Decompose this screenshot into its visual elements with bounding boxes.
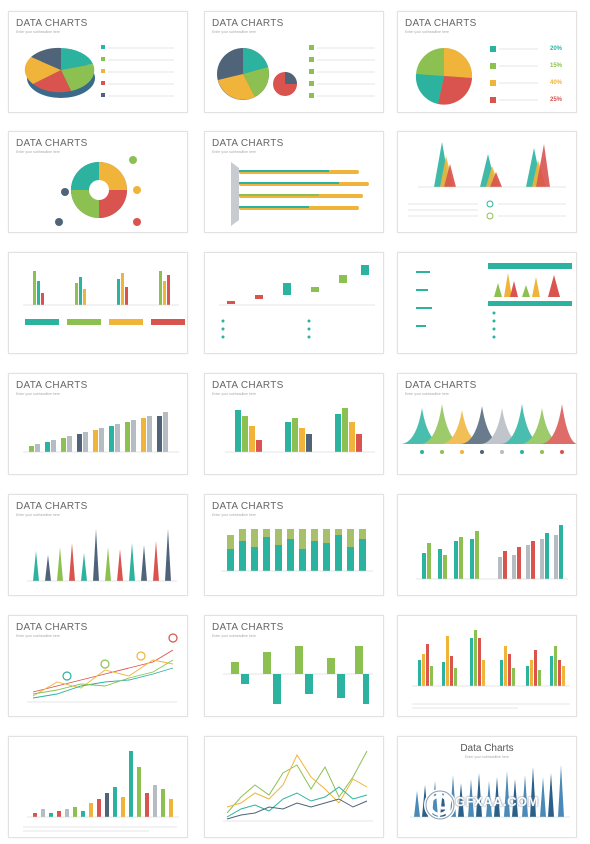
slide-title: DATA CHARTS xyxy=(212,501,284,512)
pie-checklist-graphic xyxy=(217,45,375,100)
donut-icons-graphic xyxy=(55,156,141,226)
slide-line-with-markers[interactable]: DATA CHARTS Enter your subheadline here xyxy=(8,615,188,717)
percent-label: 40% xyxy=(550,80,563,86)
slide-title: DATA CHARTS xyxy=(212,622,284,633)
pie-percent-graphic xyxy=(415,46,538,105)
mountain-graphic xyxy=(400,404,576,454)
cylinder-bars-graphic xyxy=(231,162,369,226)
slide-subtitle: Enter your subheadline here xyxy=(405,392,449,396)
slide-title: DATA CHARTS xyxy=(16,380,88,391)
slide-title: DATA CHARTS xyxy=(212,18,284,29)
bars-labels-graphic xyxy=(23,271,185,325)
slide-dashboard-combo[interactable] xyxy=(397,252,577,354)
waterfall-graphic xyxy=(219,265,375,339)
slide-peak-chart[interactable] xyxy=(397,131,577,233)
slide-title: DATA CHARTS xyxy=(16,138,88,149)
slide-3d-pie[interactable]: DATA CHARTS Enter your subheadline here xyxy=(8,11,188,113)
percent-label: 25% xyxy=(550,97,563,103)
slide-varied-bars[interactable] xyxy=(8,736,188,838)
slide-subtitle: Enter your subheadline here xyxy=(405,30,449,34)
slide-subtitle: Enter your subheadline here xyxy=(16,392,60,396)
slide-multi-line[interactable] xyxy=(204,736,384,838)
peak-chart-graphic xyxy=(408,142,566,220)
slide-title: DATA CHARTS xyxy=(405,380,477,391)
slide-title: DATA CHARTS xyxy=(16,622,88,633)
slide-subtitle: Enter your subheadline here xyxy=(212,513,256,517)
centered-title: Data Charts xyxy=(460,743,514,754)
centered-spikes-graphic xyxy=(410,765,570,818)
grouped-bars-graphic xyxy=(225,408,375,453)
slide-stacked-columns[interactable]: DATA CHARTS Enter your subheadline here xyxy=(204,494,384,596)
watermark-text: GFXAA.COM xyxy=(455,794,539,809)
slide-subtitle: Enter your subheadline here xyxy=(16,150,60,154)
slide-title: DATA CHARTS xyxy=(405,18,477,29)
stacked-columns-graphic xyxy=(221,529,373,572)
multi-line-graphic xyxy=(223,750,373,822)
slide-subtitle: Enter your subheadline here xyxy=(212,150,256,154)
slide-donut-with-icons[interactable]: DATA CHARTS Enter your subheadline here xyxy=(8,131,188,233)
watermark: GFXAA.COM xyxy=(423,786,563,824)
centered-subtitle: Enter your subheadline here xyxy=(465,755,509,759)
watermark-logo-icon xyxy=(424,789,456,821)
slide-subtitle: Enter your subheadline here xyxy=(16,513,60,517)
dashboard-combo-graphic xyxy=(416,263,572,339)
slide-title: DATA CHARTS xyxy=(16,18,88,29)
slide-bars-with-labels[interactable] xyxy=(8,252,188,354)
rising-bars-graphic xyxy=(23,412,179,453)
slide-positive-negative-bars[interactable]: DATA CHARTS Enter your subheadline here xyxy=(204,615,384,717)
varied-bars-graphic xyxy=(23,751,179,832)
percent-label: 20% xyxy=(550,46,563,52)
slide-multi-bar-groups[interactable] xyxy=(397,615,577,717)
slide-waterfall[interactable] xyxy=(204,252,384,354)
slide-centered-spikes[interactable]: Data Charts Enter your subheadline here xyxy=(397,736,577,838)
slide-spike-columns[interactable]: DATA CHARTS Enter your subheadline here xyxy=(8,494,188,596)
dual-bar-graphic xyxy=(416,525,568,580)
slide-pie-with-percents[interactable]: DATA CHARTS Enter your subheadline here … xyxy=(397,11,577,113)
slide-title: DATA CHARTS xyxy=(212,138,284,149)
slide-mountain-chart[interactable]: DATA CHARTS Enter your subheadline here xyxy=(397,373,577,475)
slide-title: DATA CHARTS xyxy=(212,380,284,391)
pie-3d-graphic xyxy=(24,45,174,98)
slide-subtitle: Enter your subheadline here xyxy=(16,634,60,638)
slide-dual-bar-groups[interactable] xyxy=(397,494,577,596)
slide-subtitle: Enter your subheadline here xyxy=(212,30,256,34)
percent-label: 15% xyxy=(550,63,563,69)
slide-title: DATA CHARTS xyxy=(16,501,88,512)
slide-horizontal-cylinder-bars[interactable]: DATA CHARTS Enter your subheadline here xyxy=(204,131,384,233)
pos-neg-bars-graphic xyxy=(223,646,373,704)
spike-columns-graphic xyxy=(27,529,177,582)
multi-bar-graphic xyxy=(412,630,570,709)
slide-subtitle: Enter your subheadline here xyxy=(212,634,256,638)
slide-pie-with-checklist[interactable]: DATA CHARTS Enter your subheadline here xyxy=(204,11,384,113)
slide-subtitle: Enter your subheadline here xyxy=(16,30,60,34)
line-markers-graphic xyxy=(27,633,178,703)
slide-subtitle: Enter your subheadline here xyxy=(212,392,256,396)
slide-grouped-bars-3[interactable]: DATA CHARTS Enter your subheadline here xyxy=(204,373,384,475)
slide-rising-bars[interactable]: DATA CHARTS Enter your subheadline here xyxy=(8,373,188,475)
